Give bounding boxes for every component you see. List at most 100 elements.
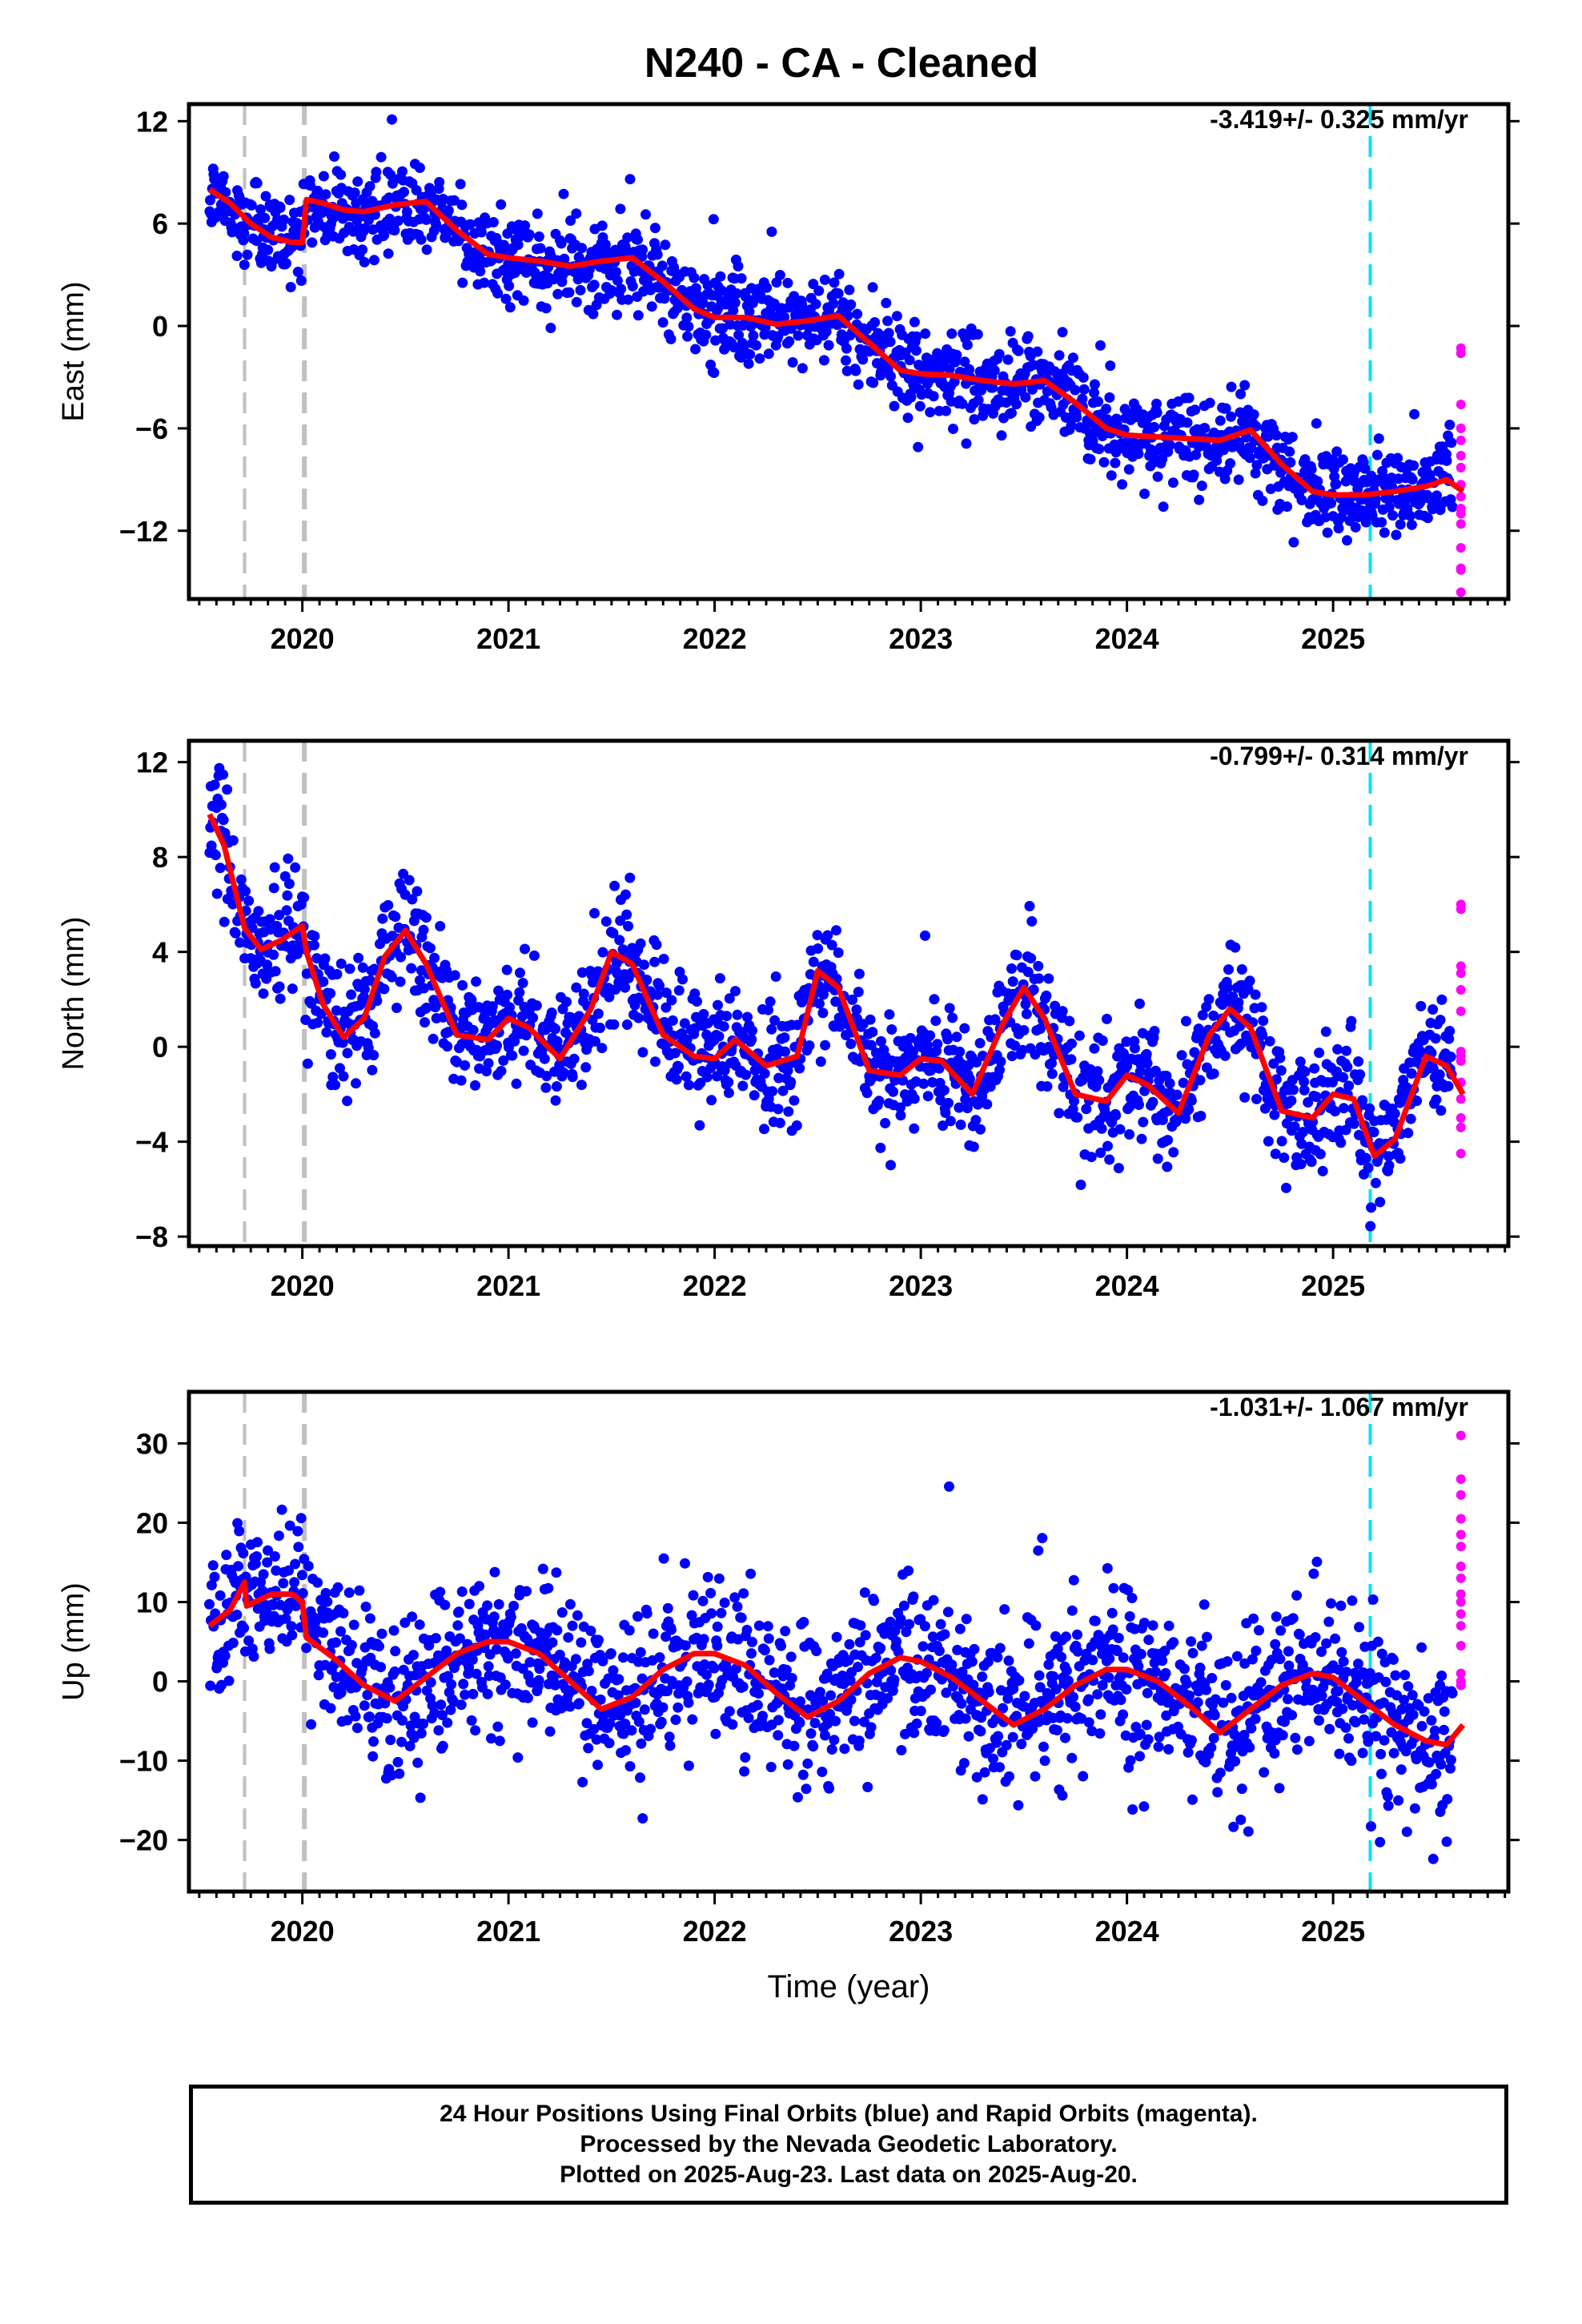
data-point bbox=[1259, 1767, 1270, 1778]
data-point bbox=[1303, 1735, 1315, 1747]
data-point bbox=[227, 1638, 239, 1648]
data-point bbox=[232, 1518, 243, 1529]
data-point bbox=[920, 328, 931, 340]
data-point bbox=[605, 1648, 616, 1659]
data-point bbox=[1066, 420, 1077, 431]
data-point bbox=[701, 329, 712, 340]
data-point bbox=[869, 1595, 879, 1606]
data-point bbox=[1115, 1695, 1126, 1706]
data-point bbox=[1275, 1052, 1286, 1063]
data-point bbox=[781, 1664, 792, 1675]
data-point bbox=[1104, 392, 1115, 403]
data-point bbox=[1212, 1787, 1223, 1798]
data-point bbox=[867, 1027, 878, 1038]
data-point bbox=[1094, 1075, 1105, 1086]
data-point bbox=[646, 301, 657, 312]
data-point bbox=[481, 1066, 492, 1077]
data-point bbox=[748, 330, 759, 341]
data-point bbox=[694, 1120, 705, 1131]
data-point bbox=[354, 1585, 365, 1596]
data-point bbox=[930, 1015, 942, 1027]
data-point bbox=[342, 1096, 353, 1107]
data-point bbox=[350, 1711, 361, 1722]
data-point bbox=[1001, 1739, 1012, 1751]
data-point bbox=[1070, 1701, 1081, 1712]
data-point bbox=[716, 1607, 727, 1618]
data-point bbox=[690, 344, 701, 355]
data-point bbox=[1389, 1108, 1400, 1120]
data-point bbox=[297, 1588, 308, 1598]
y-tick-label: −6 bbox=[135, 412, 168, 445]
data-point bbox=[830, 996, 841, 1007]
data-point bbox=[342, 1047, 353, 1059]
data-point bbox=[248, 1651, 259, 1662]
data-point bbox=[433, 1725, 444, 1736]
data-point bbox=[1343, 1080, 1355, 1092]
data-point bbox=[1160, 1667, 1171, 1679]
data-point bbox=[571, 982, 582, 993]
data-point bbox=[1297, 1127, 1308, 1138]
data-point bbox=[547, 1637, 558, 1648]
data-point bbox=[651, 939, 662, 951]
data-point bbox=[1225, 458, 1236, 469]
data-point bbox=[312, 185, 323, 196]
data-point bbox=[278, 1578, 289, 1589]
data-point bbox=[390, 1646, 401, 1657]
data-point bbox=[732, 1009, 743, 1020]
rapid-point bbox=[1456, 961, 1466, 971]
data-point bbox=[318, 1627, 329, 1638]
data-point bbox=[1347, 1699, 1358, 1711]
data-point bbox=[1350, 521, 1361, 533]
data-point bbox=[578, 988, 589, 999]
data-point bbox=[1331, 479, 1342, 489]
data-point bbox=[325, 988, 336, 999]
data-point bbox=[1017, 1044, 1028, 1055]
data-point bbox=[904, 355, 915, 366]
data-point bbox=[209, 1571, 220, 1582]
data-point bbox=[286, 1621, 297, 1632]
data-point bbox=[349, 187, 360, 199]
data-point bbox=[959, 1023, 970, 1034]
data-point bbox=[1370, 1177, 1381, 1188]
data-point bbox=[759, 1124, 769, 1135]
data-point bbox=[1379, 527, 1390, 538]
data-point bbox=[563, 1632, 574, 1643]
data-point bbox=[1251, 1645, 1262, 1656]
data-point bbox=[351, 1723, 363, 1734]
data-point bbox=[1203, 994, 1215, 1005]
data-point bbox=[969, 1643, 980, 1655]
data-point bbox=[234, 1526, 245, 1537]
data-point bbox=[1400, 1746, 1411, 1757]
data-point bbox=[847, 994, 858, 1005]
data-point bbox=[710, 1728, 721, 1739]
data-point bbox=[1219, 1050, 1231, 1061]
data-point bbox=[1283, 1694, 1293, 1705]
data-point bbox=[600, 916, 612, 927]
data-point bbox=[468, 1688, 479, 1699]
data-point bbox=[825, 1708, 835, 1719]
data-point bbox=[533, 231, 544, 242]
data-point bbox=[1395, 1764, 1407, 1775]
data-point bbox=[881, 297, 892, 308]
data-point bbox=[295, 1513, 307, 1524]
data-point bbox=[814, 998, 825, 1009]
data-point bbox=[861, 1088, 873, 1099]
data-point bbox=[791, 1120, 802, 1131]
data-point bbox=[1158, 501, 1169, 513]
data-point bbox=[1275, 1654, 1286, 1665]
data-point bbox=[1257, 495, 1268, 506]
data-point bbox=[1430, 1033, 1441, 1044]
data-point bbox=[1117, 479, 1128, 490]
data-point bbox=[841, 355, 851, 366]
data-point bbox=[209, 174, 220, 185]
data-point bbox=[564, 1701, 576, 1712]
x-tick-label: 2023 bbox=[889, 1269, 953, 1302]
data-point bbox=[944, 364, 955, 375]
data-point bbox=[764, 1655, 775, 1666]
data-point bbox=[1043, 973, 1054, 984]
data-point bbox=[207, 1560, 219, 1571]
data-point bbox=[371, 167, 382, 178]
data-point bbox=[383, 248, 394, 259]
x-tick-label: 2020 bbox=[271, 1269, 335, 1302]
